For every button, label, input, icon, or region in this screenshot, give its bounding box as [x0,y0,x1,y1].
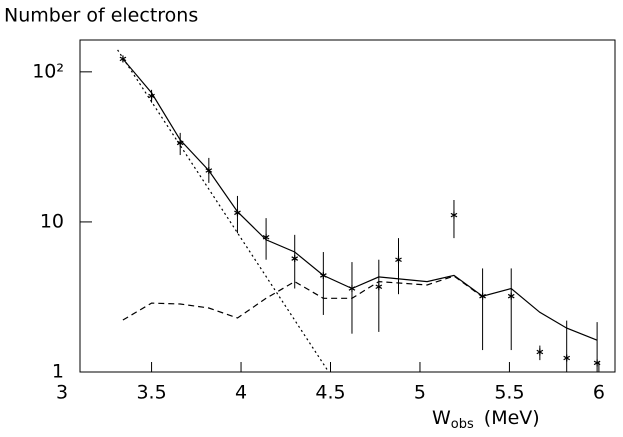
dotted-line [117,49,330,373]
marker-stroke [536,349,544,355]
x-tick-label: 5 [414,382,426,404]
x-label-unit: (MeV) [484,407,540,429]
marker-stroke [395,257,402,262]
marker-stroke [291,256,299,261]
x-label-main: W [432,407,451,429]
marker-stroke [148,93,155,99]
x-tick-label: 3 [56,382,68,404]
data-point [395,256,402,264]
y-tick-label: 1 [52,361,64,383]
data-point [234,209,241,217]
data-point [593,359,601,367]
x-tick-label: 6 [593,382,605,404]
x-axis-label: Wobs (MeV) [432,407,540,432]
x-tick-label: 4.5 [315,382,345,404]
x-tick-label: 3.5 [136,382,166,404]
plot-frame [79,39,616,373]
marker-stroke [507,293,515,299]
data-point [563,354,571,362]
x-tick-label: 5.5 [494,382,524,404]
marker-stroke [563,355,571,361]
dashed-line [122,275,483,321]
marker-stroke [375,284,383,289]
data-point [450,211,458,219]
x-label-sub: obs [451,417,474,432]
y-tick-label: 10² [32,60,64,82]
chart-title: Number of electrons [4,5,198,27]
marker-stroke [593,360,601,366]
y-tick-label: 10 [40,210,64,232]
data-point [536,348,544,356]
marker-stroke [234,210,241,216]
solid-line [122,58,598,341]
data-point [507,292,515,300]
marker-stroke [450,212,458,218]
x-tick-label: 4 [235,382,247,404]
data-point [375,283,383,291]
data-point [291,255,299,263]
